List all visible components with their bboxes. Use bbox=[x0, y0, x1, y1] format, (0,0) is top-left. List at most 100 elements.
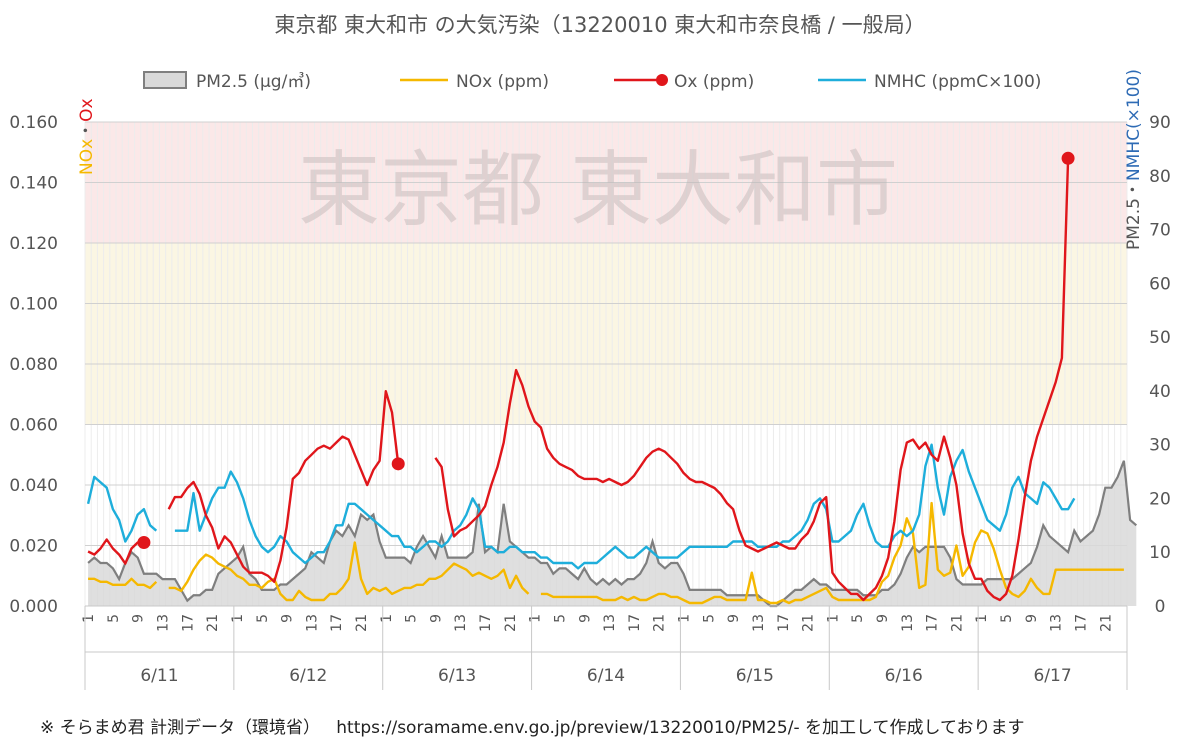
right-tick-3: 30 bbox=[1149, 436, 1171, 456]
chart-title: 東京都 東大和市 の大気汚染（13220010 東大和市奈良橋 / 一般局） bbox=[274, 13, 925, 37]
hour-tick-0-2: 9 bbox=[131, 614, 147, 623]
right-tick-2: 20 bbox=[1149, 489, 1171, 509]
x-axis-hour-ticks: 1 5 9 13 17 21 1 5 9 13 17 21 1 5 9 13 17 21 1 5 9 13 17 21 1 5 9 1… bbox=[81, 614, 1114, 632]
left-tick-3: 0.060 bbox=[9, 416, 58, 436]
hour-tick-2-2: 9 bbox=[428, 614, 444, 623]
hour-tick-3-2: 9 bbox=[577, 614, 593, 623]
hour-tick-1-1: 5 bbox=[255, 614, 271, 623]
hour-tick-4-2: 9 bbox=[726, 614, 742, 623]
ox-marker-9 bbox=[137, 535, 151, 549]
pm25-area-line bbox=[87, 460, 1138, 608]
day-label-2: 6/13 bbox=[438, 666, 476, 686]
right-axis-title: PM2.5・NMHC(×100) bbox=[1124, 69, 1144, 250]
hour-tick-5-4: 17 bbox=[925, 614, 941, 632]
gridlines bbox=[84, 121, 1128, 607]
legend-swatch-pm25 bbox=[143, 71, 187, 89]
hour-tick-6-3: 13 bbox=[1049, 614, 1065, 632]
right-axis-label-nmhc: NMHC(×100) bbox=[1124, 69, 1144, 181]
right-tick-9: 90 bbox=[1149, 113, 1171, 133]
day-label-0: 6/11 bbox=[140, 666, 178, 686]
hour-tick-2-0: 1 bbox=[379, 614, 395, 623]
left-axis-ticks: 0.000 0.020 0.040 0.060 0.080 0.100 0.120 0.140… bbox=[9, 113, 58, 617]
hour-tick-3-0: 1 bbox=[528, 614, 544, 623]
right-tick-0: 0 bbox=[1155, 597, 1166, 617]
hour-tick-4-5: 21 bbox=[801, 614, 817, 632]
right-axis-ticks: 0 10 20 30 40 50 60 70 80 90 bbox=[1149, 113, 1171, 617]
hour-tick-4-1: 5 bbox=[701, 614, 717, 623]
right-axis-label-sep: ・ bbox=[1124, 181, 1144, 198]
hour-tick-4-3: 13 bbox=[751, 614, 767, 632]
left-tick-2: 0.040 bbox=[9, 476, 58, 496]
hour-tick-2-3: 13 bbox=[453, 614, 469, 632]
hour-tick-4-4: 17 bbox=[776, 614, 792, 632]
hour-tick-5-1: 5 bbox=[850, 614, 866, 623]
legend-label-ox: Ox (ppm) bbox=[674, 72, 754, 92]
left-axis-title: NOx・Ox bbox=[77, 98, 97, 175]
hour-tick-2-4: 17 bbox=[478, 614, 494, 632]
right-tick-5: 50 bbox=[1149, 328, 1171, 348]
nox-line bbox=[88, 501, 1124, 605]
hour-tick-2-1: 5 bbox=[404, 614, 420, 623]
legend: PM2.5 (μg/㎥) NOx (ppm) Ox (ppm) NMHC (pp… bbox=[143, 71, 1041, 92]
left-axis-label-ox: Ox bbox=[77, 98, 97, 121]
nmhc-line bbox=[86, 443, 1076, 570]
legend-label-nox: NOx (ppm) bbox=[456, 72, 549, 92]
hour-tick-6-4: 17 bbox=[1073, 614, 1089, 632]
ox-marker-158 bbox=[1061, 151, 1075, 165]
hour-tick-1-2: 9 bbox=[280, 614, 296, 623]
left-tick-8: 0.160 bbox=[9, 113, 58, 133]
day-label-6: 6/17 bbox=[1033, 666, 1071, 686]
hour-tick-0-5: 21 bbox=[205, 614, 221, 632]
hour-tick-2-5: 21 bbox=[503, 614, 519, 632]
footer-source-note: ※ そらまめ君 計測データ（環境省） https://soramame.env.… bbox=[40, 717, 1024, 738]
hour-tick-6-5: 21 bbox=[1098, 614, 1114, 632]
day-label-3: 6/14 bbox=[587, 666, 625, 686]
right-tick-4: 40 bbox=[1149, 382, 1171, 402]
left-axis-label-nox: NOx bbox=[77, 139, 97, 175]
legend-marker-ox bbox=[656, 74, 668, 86]
ox-series-line bbox=[87, 158, 1070, 602]
x-axis-day-labels: 6/11 6/12 6/13 6/14 6/15 6/16 6/17 bbox=[84, 605, 1128, 690]
hour-tick-0-0: 1 bbox=[81, 614, 97, 623]
left-tick-5: 0.100 bbox=[9, 295, 58, 315]
nox-series-line bbox=[88, 501, 1124, 605]
ox-marker-50 bbox=[391, 457, 405, 471]
right-tick-1: 10 bbox=[1149, 543, 1171, 563]
hour-tick-5-0: 1 bbox=[825, 614, 841, 623]
right-axis-label-pm: PM2.5 bbox=[1124, 198, 1144, 250]
hour-tick-4-0: 1 bbox=[677, 614, 693, 623]
hour-tick-3-5: 21 bbox=[652, 614, 668, 632]
hour-tick-1-0: 1 bbox=[230, 614, 246, 623]
hour-tick-3-4: 17 bbox=[627, 614, 643, 632]
left-tick-0: 0.000 bbox=[9, 597, 58, 617]
day-label-4: 6/15 bbox=[736, 666, 774, 686]
left-tick-1: 0.020 bbox=[9, 537, 58, 557]
hour-tick-0-4: 17 bbox=[180, 614, 196, 632]
right-tick-7: 70 bbox=[1149, 221, 1171, 241]
ox-line bbox=[87, 158, 1070, 602]
hour-tick-6-0: 1 bbox=[974, 614, 990, 623]
ox-markers bbox=[137, 151, 1075, 549]
watermark-text: 東京都 東大和市 bbox=[298, 143, 898, 238]
right-tick-8: 80 bbox=[1149, 167, 1171, 187]
hour-tick-6-1: 5 bbox=[999, 614, 1015, 623]
hour-tick-5-3: 13 bbox=[900, 614, 916, 632]
left-tick-7: 0.140 bbox=[9, 174, 58, 194]
hour-tick-1-5: 21 bbox=[354, 614, 370, 632]
hour-tick-3-1: 5 bbox=[552, 614, 568, 623]
hour-tick-1-4: 17 bbox=[329, 614, 345, 632]
right-tick-6: 60 bbox=[1149, 274, 1171, 294]
day-label-5: 6/16 bbox=[885, 666, 923, 686]
left-tick-6: 0.120 bbox=[9, 234, 58, 254]
hour-tick-0-1: 5 bbox=[106, 614, 122, 623]
hour-tick-5-2: 9 bbox=[875, 614, 891, 623]
hour-tick-5-5: 21 bbox=[949, 614, 965, 632]
left-axis-label-sep: ・ bbox=[77, 122, 97, 139]
legend-label-pm25: PM2.5 (μg/㎥) bbox=[196, 72, 311, 92]
nmhc-series-line bbox=[86, 443, 1076, 570]
hour-tick-0-3: 13 bbox=[156, 614, 172, 632]
day-label-1: 6/12 bbox=[289, 666, 327, 686]
legend-label-nmhc: NMHC (ppmC×100) bbox=[874, 72, 1041, 92]
